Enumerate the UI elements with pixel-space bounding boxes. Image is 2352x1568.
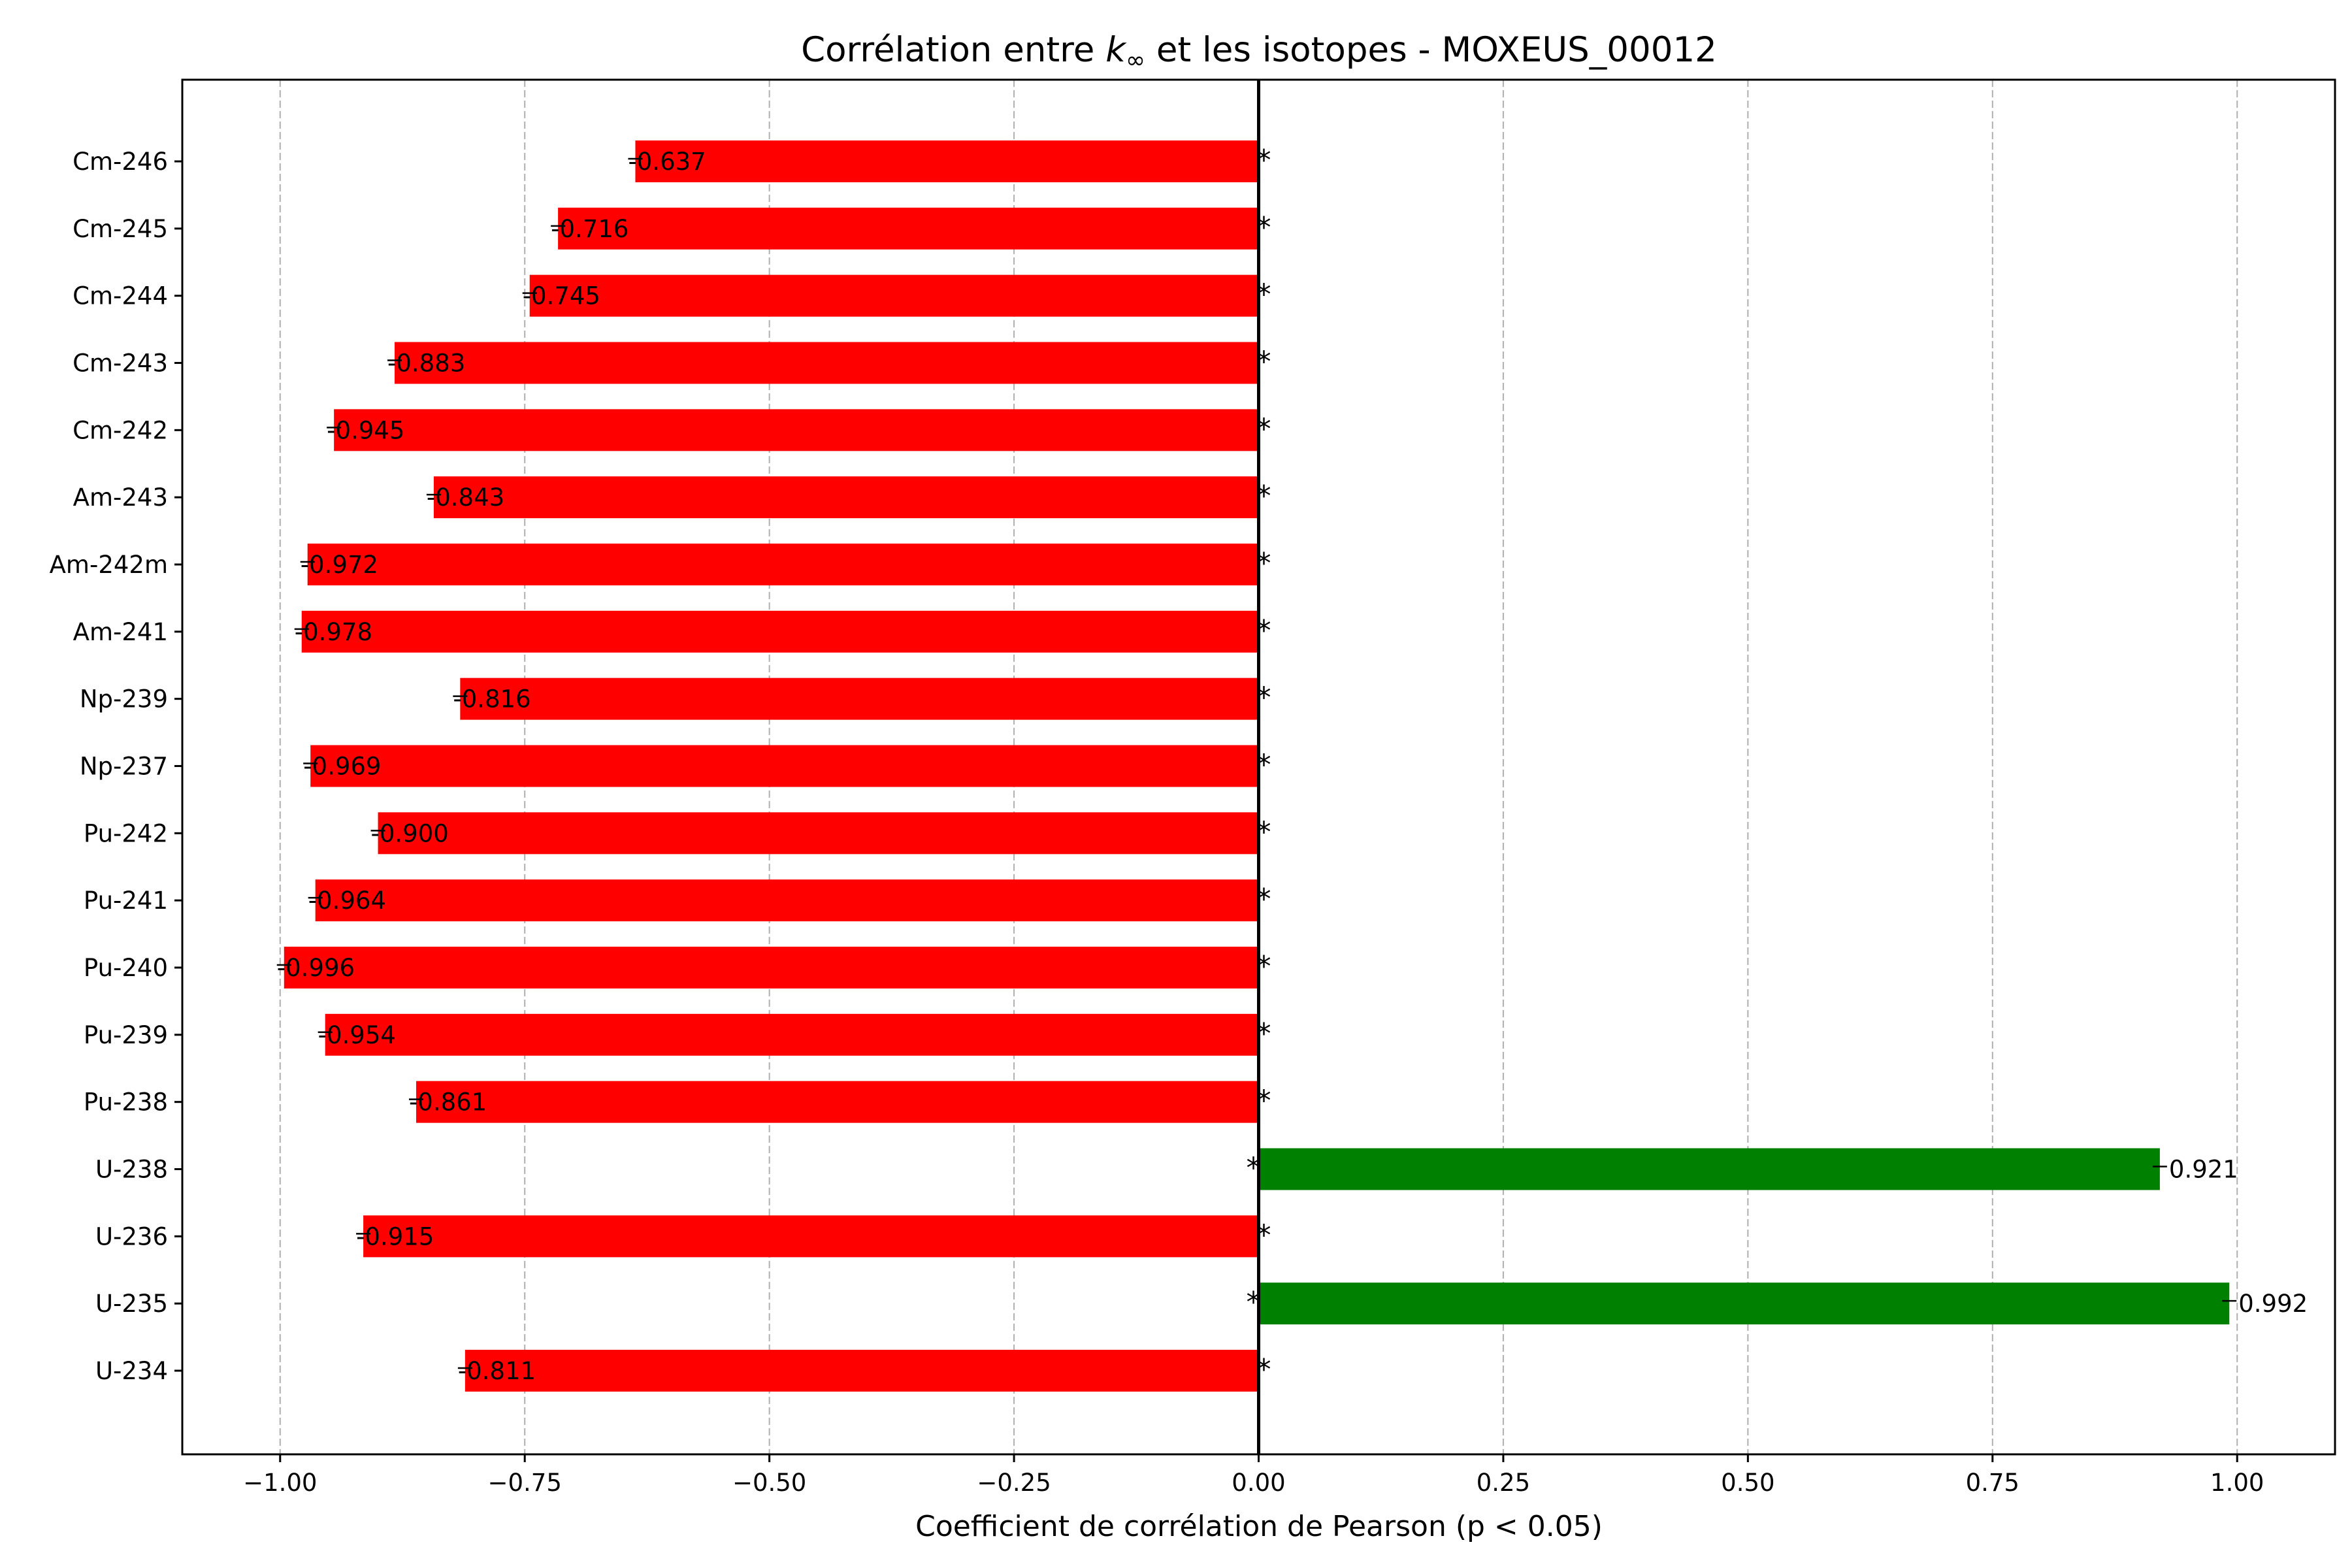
y-tick-label: U-235 [95, 1290, 168, 1318]
y-ticks: U-234 U-235 U-236 U-238 Pu-238 Pu-239 Pu-240 Pu… [50, 148, 182, 1385]
value-label: 0.921 [2169, 1156, 2238, 1184]
value-labels: -0.811 0.992 -0.915 0.921 -0.861 -0.954 -0.996… [277, 148, 2308, 1385]
value-label: -0.883 [387, 350, 465, 378]
value-label: -0.861 [409, 1088, 487, 1117]
y-tick-label: Pu-242 [84, 819, 168, 847]
bar-cm-243 [395, 342, 1259, 384]
y-tick-label: Pu-241 [84, 887, 168, 915]
bar-am-242m [307, 544, 1259, 585]
chart-title: Corrélation entre k∞ et les isotopes - M… [801, 30, 1717, 74]
bar-cm-244 [529, 274, 1259, 317]
x-tick-label: −0.75 [488, 1469, 562, 1497]
value-label: -0.716 [551, 215, 629, 243]
value-label: -0.915 [356, 1222, 434, 1250]
bar-u-234 [465, 1350, 1259, 1392]
y-tick-label: Cm-243 [73, 350, 168, 378]
bar-np-237 [310, 745, 1259, 787]
x-ticks: −1.00 −0.75 −0.50 −0.25 0.00 0.25 0.50 0.75 1.00 [243, 1454, 2264, 1497]
bar-u-236 [363, 1215, 1259, 1258]
value-label: -0.745 [523, 282, 600, 310]
y-tick-label: Pu-238 [84, 1088, 168, 1117]
bar-cm-246 [635, 140, 1259, 182]
bars [284, 140, 2230, 1392]
bar-pu-239 [325, 1013, 1259, 1056]
chart-title-subscript: ∞ [1126, 47, 1145, 74]
y-tick-label: Pu-240 [84, 954, 168, 982]
value-label: -0.978 [295, 618, 372, 646]
bar-cm-242 [334, 409, 1259, 451]
y-tick-label: Am-242m [50, 551, 168, 579]
bar-am-241 [301, 610, 1259, 653]
y-tick-label: Am-241 [73, 618, 168, 646]
chart-title-start: Corrélation entre [801, 30, 1105, 70]
y-tick-label: Cm-245 [73, 215, 168, 243]
value-label: -0.945 [327, 416, 404, 444]
value-label: -0.964 [308, 887, 386, 915]
value-label: -0.996 [277, 954, 355, 982]
y-tick-label: U-238 [95, 1156, 168, 1184]
value-label: -0.843 [427, 483, 504, 512]
x-tick-label: 1.00 [2210, 1469, 2264, 1497]
y-tick-label: Cm-246 [73, 148, 168, 176]
x-tick-label: −0.25 [977, 1469, 1051, 1497]
y-tick-label: Np-237 [80, 753, 168, 781]
bar-cm-245 [558, 207, 1259, 250]
value-label: -0.900 [371, 819, 449, 847]
y-tick-label: Am-243 [73, 483, 168, 512]
y-tick-label: Cm-242 [73, 416, 168, 444]
bar-pu-240 [284, 947, 1259, 988]
bar-pu-238 [416, 1081, 1259, 1123]
y-tick-label: Np-239 [80, 685, 168, 713]
chart-title-end: et les isotopes - MOXEUS_00012 [1145, 30, 1717, 70]
value-label: -0.972 [301, 551, 378, 579]
bar-np-239 [460, 678, 1259, 720]
bar-u-235 [1258, 1282, 2230, 1325]
y-tick-label: Pu-239 [84, 1021, 168, 1049]
value-label: -0.811 [458, 1357, 536, 1385]
x-tick-label: −1.00 [243, 1469, 317, 1497]
x-tick-label: 0.00 [1232, 1469, 1285, 1497]
x-tick-label: 0.50 [1721, 1469, 1774, 1497]
x-axis-title: Coefficient de corrélation de Pearson (p… [915, 1510, 1603, 1543]
bar-am-243 [433, 476, 1259, 519]
x-tick-label: 0.75 [1966, 1469, 2019, 1497]
value-label: -0.954 [318, 1021, 396, 1049]
y-tick-label: Cm-244 [73, 282, 168, 310]
value-label: -0.969 [303, 753, 381, 781]
value-label: -0.637 [628, 148, 706, 176]
x-tick-label: 0.25 [1477, 1469, 1530, 1497]
y-tick-label: U-234 [95, 1357, 168, 1385]
error-bars [276, 157, 2237, 1369]
bar-pu-241 [315, 879, 1259, 922]
bar-u-238 [1258, 1148, 2160, 1190]
value-label: -0.816 [453, 685, 531, 713]
bar-pu-242 [378, 812, 1259, 855]
y-tick-label: U-236 [95, 1222, 168, 1250]
x-tick-label: −0.50 [732, 1469, 806, 1497]
chart-title-symbol: k [1105, 30, 1127, 70]
value-label: 0.992 [2238, 1290, 2308, 1318]
